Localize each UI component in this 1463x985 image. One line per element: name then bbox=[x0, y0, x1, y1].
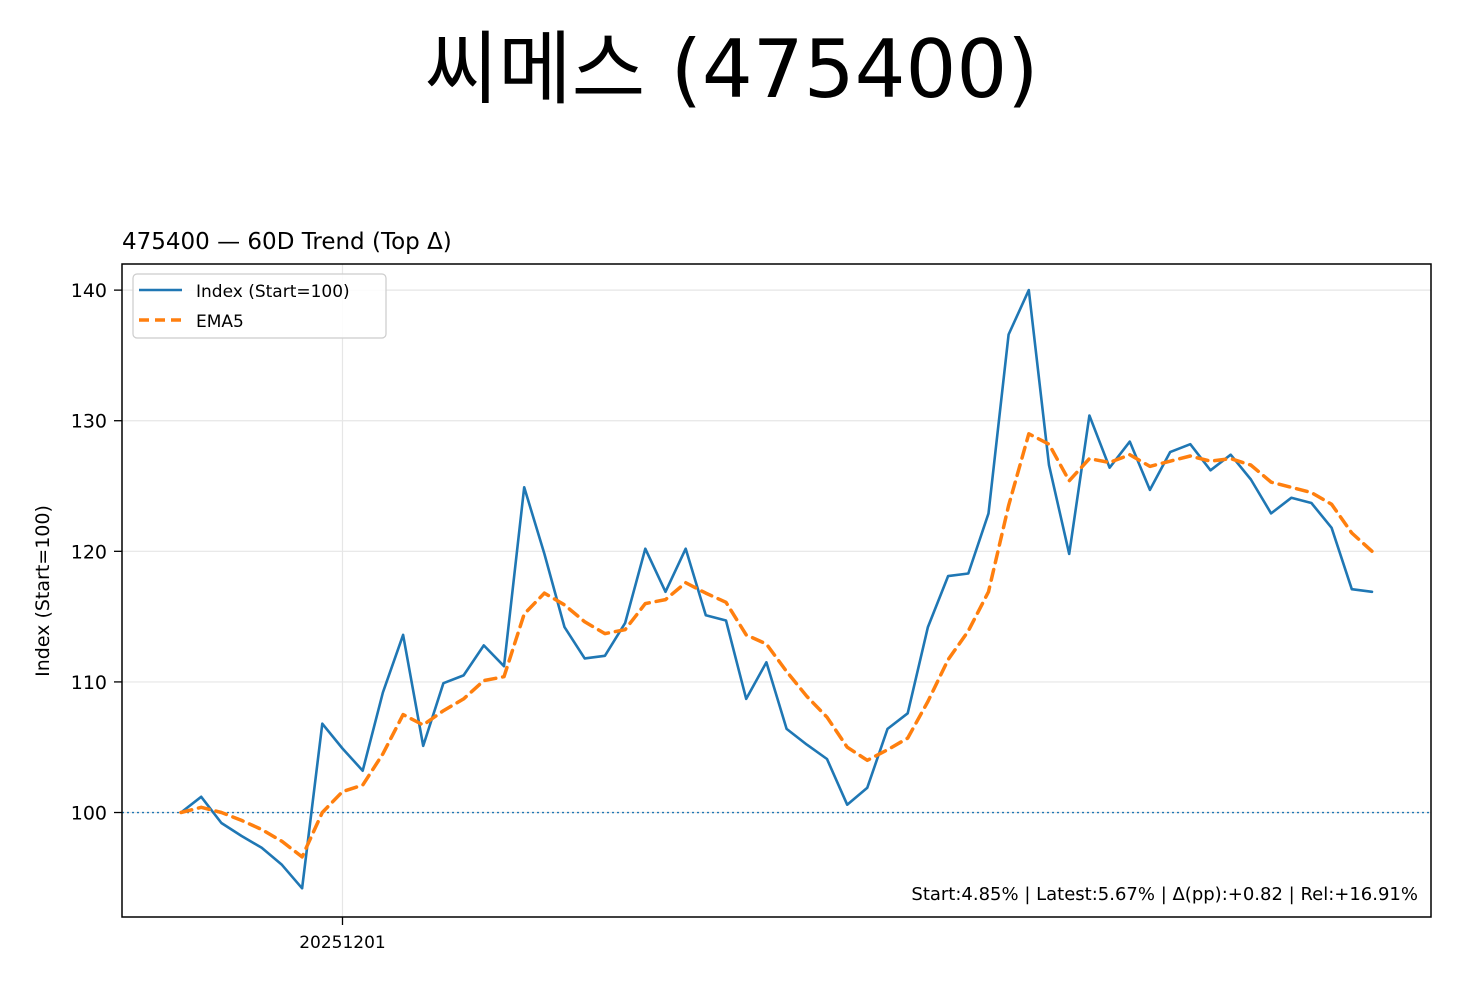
chart-title: 475400 — 60D Trend (Top Δ) bbox=[122, 229, 452, 255]
y-tick-label: 100 bbox=[71, 803, 107, 825]
series-group bbox=[179, 288, 1374, 890]
gridlines bbox=[122, 264, 1431, 917]
y-tick-label: 140 bbox=[71, 280, 107, 302]
plot-frame bbox=[121, 263, 1432, 918]
y-axis-label: Index (Start=100) bbox=[32, 505, 54, 677]
x-axis: 20251201 bbox=[299, 917, 386, 953]
legend-label-index: Index (Start=100) bbox=[196, 282, 350, 302]
y-axis: 100 110 120 130 140 bbox=[71, 280, 122, 825]
legend-box bbox=[132, 273, 387, 339]
y-tick-label: 110 bbox=[71, 672, 107, 694]
x-tick-label: 20251201 bbox=[299, 933, 386, 953]
series-line-ema5 bbox=[179, 432, 1374, 859]
legend-label-ema5: EMA5 bbox=[196, 312, 244, 332]
legend: Index (Start=100) EMA5 bbox=[132, 273, 387, 339]
series-line-index bbox=[179, 288, 1374, 890]
stats-annotation: Start:4.85% | Latest:5.67% | Δ(pp):+0.82… bbox=[911, 884, 1418, 905]
y-tick-label: 130 bbox=[71, 411, 107, 433]
figure-title: 씨메스 (475400) bbox=[424, 23, 1039, 116]
y-tick-label: 120 bbox=[71, 541, 107, 563]
